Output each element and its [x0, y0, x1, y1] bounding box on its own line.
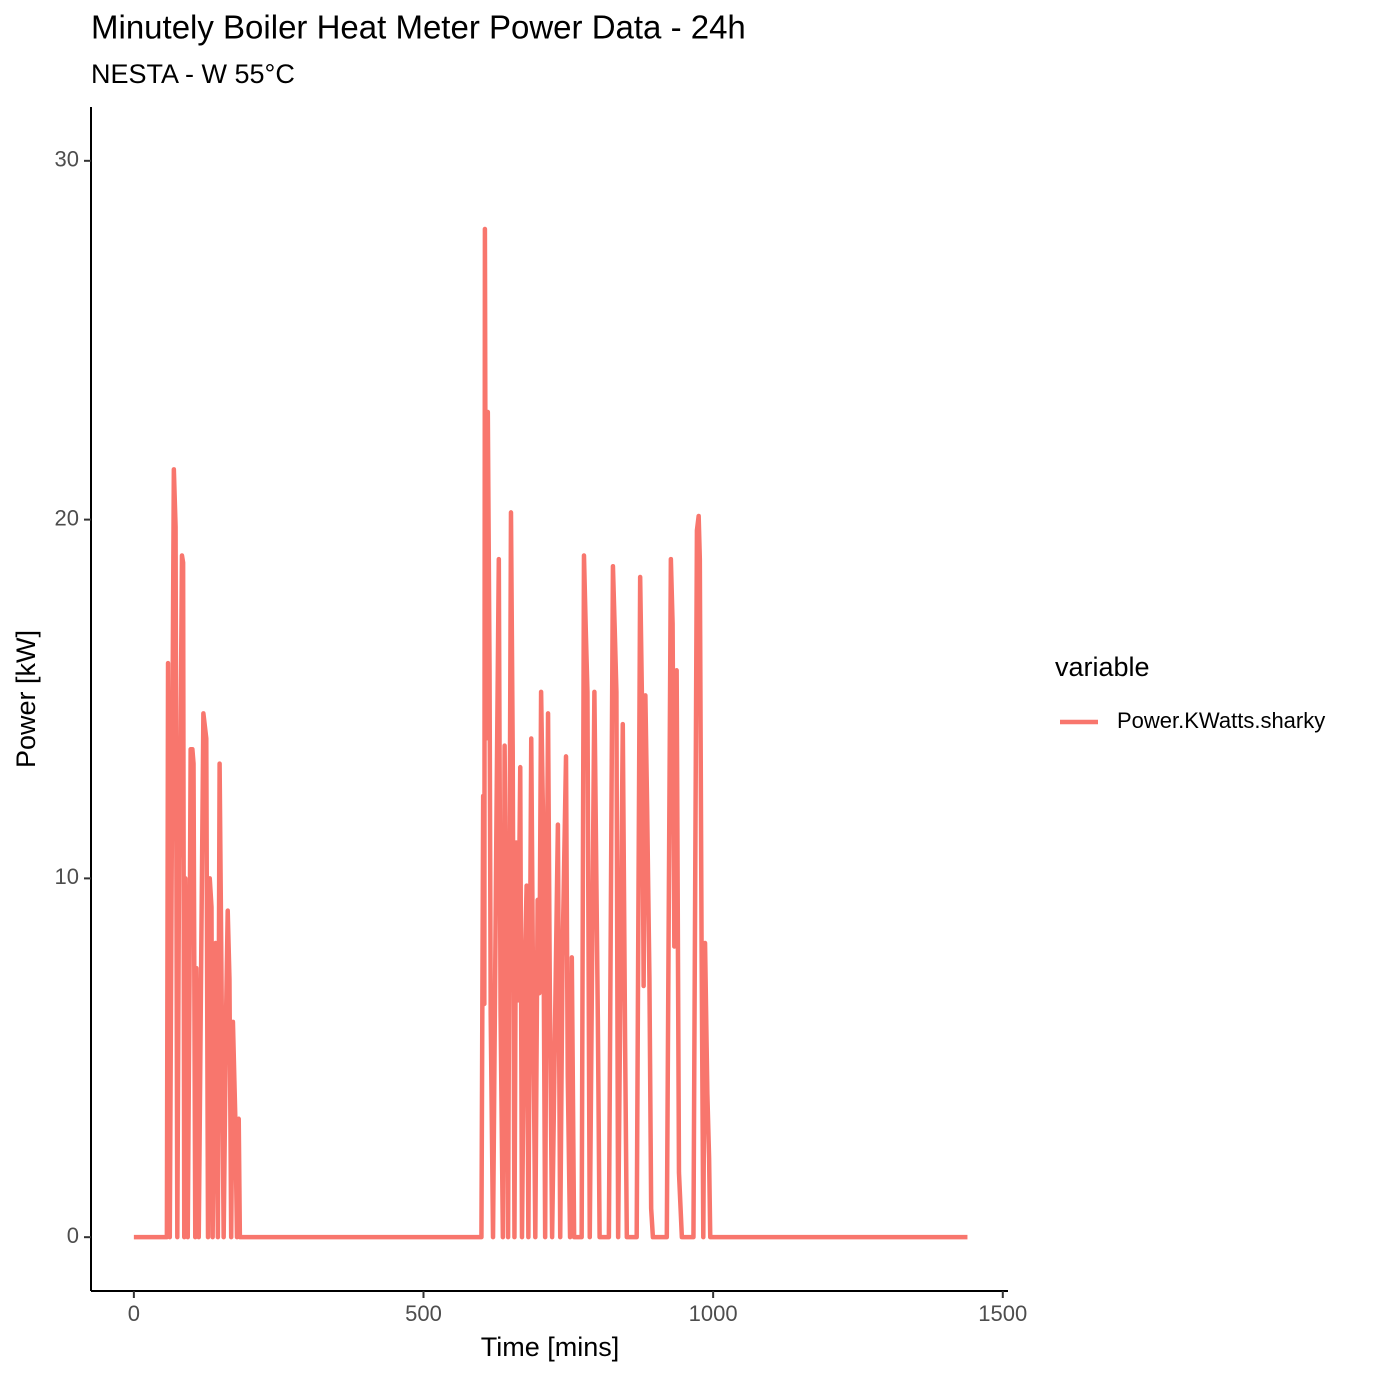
chart-title: Minutely Boiler Heat Meter Power Data - …	[91, 9, 746, 46]
legend-title: variable	[1055, 652, 1150, 682]
x-tick-label: 500	[405, 1301, 442, 1326]
x-tick-label: 1500	[978, 1301, 1027, 1326]
x-tick-label: 1000	[689, 1301, 738, 1326]
y-tick-label: 0	[67, 1223, 79, 1248]
legend-label: Power.KWatts.sharky	[1117, 708, 1325, 733]
chart-subtitle: NESTA - W 55°C	[91, 59, 295, 89]
y-tick-label: 10	[55, 864, 79, 889]
x-tick-label: 0	[128, 1301, 140, 1326]
y-axis-title: Power [kW]	[11, 630, 41, 768]
y-tick-label: 30	[55, 147, 79, 172]
y-tick-label: 20	[55, 505, 79, 530]
data-line	[133, 226, 968, 1240]
x-axis-title: Time [mins]	[481, 1332, 620, 1362]
